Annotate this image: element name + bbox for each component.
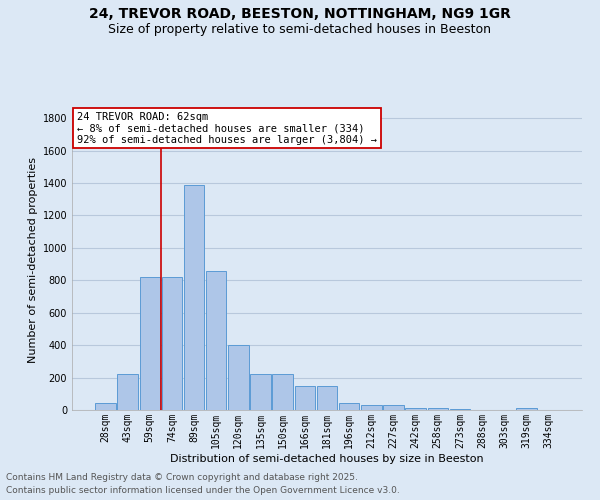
Bar xyxy=(450,408,470,410)
Bar xyxy=(140,277,160,410)
X-axis label: Distribution of semi-detached houses by size in Beeston: Distribution of semi-detached houses by … xyxy=(170,454,484,464)
Bar xyxy=(295,386,315,410)
Bar xyxy=(184,186,204,410)
Bar xyxy=(361,405,382,410)
Text: 24, TREVOR ROAD, BEESTON, NOTTINGHAM, NG9 1GR: 24, TREVOR ROAD, BEESTON, NOTTINGHAM, NG… xyxy=(89,8,511,22)
Bar xyxy=(228,345,248,410)
Bar xyxy=(317,386,337,410)
Bar xyxy=(161,277,182,410)
Text: Contains HM Land Registry data © Crown copyright and database right 2025.: Contains HM Land Registry data © Crown c… xyxy=(6,474,358,482)
Bar xyxy=(516,408,536,410)
Text: 24 TREVOR ROAD: 62sqm
← 8% of semi-detached houses are smaller (334)
92% of semi: 24 TREVOR ROAD: 62sqm ← 8% of semi-detac… xyxy=(77,112,377,144)
Bar xyxy=(118,374,138,410)
Text: Size of property relative to semi-detached houses in Beeston: Size of property relative to semi-detach… xyxy=(109,22,491,36)
Bar xyxy=(250,374,271,410)
Bar xyxy=(339,402,359,410)
Y-axis label: Number of semi-detached properties: Number of semi-detached properties xyxy=(28,157,38,363)
Text: Contains public sector information licensed under the Open Government Licence v3: Contains public sector information licen… xyxy=(6,486,400,495)
Bar xyxy=(206,270,226,410)
Bar xyxy=(428,408,448,410)
Bar xyxy=(406,408,426,410)
Bar xyxy=(383,405,404,410)
Bar xyxy=(272,374,293,410)
Bar xyxy=(95,402,116,410)
